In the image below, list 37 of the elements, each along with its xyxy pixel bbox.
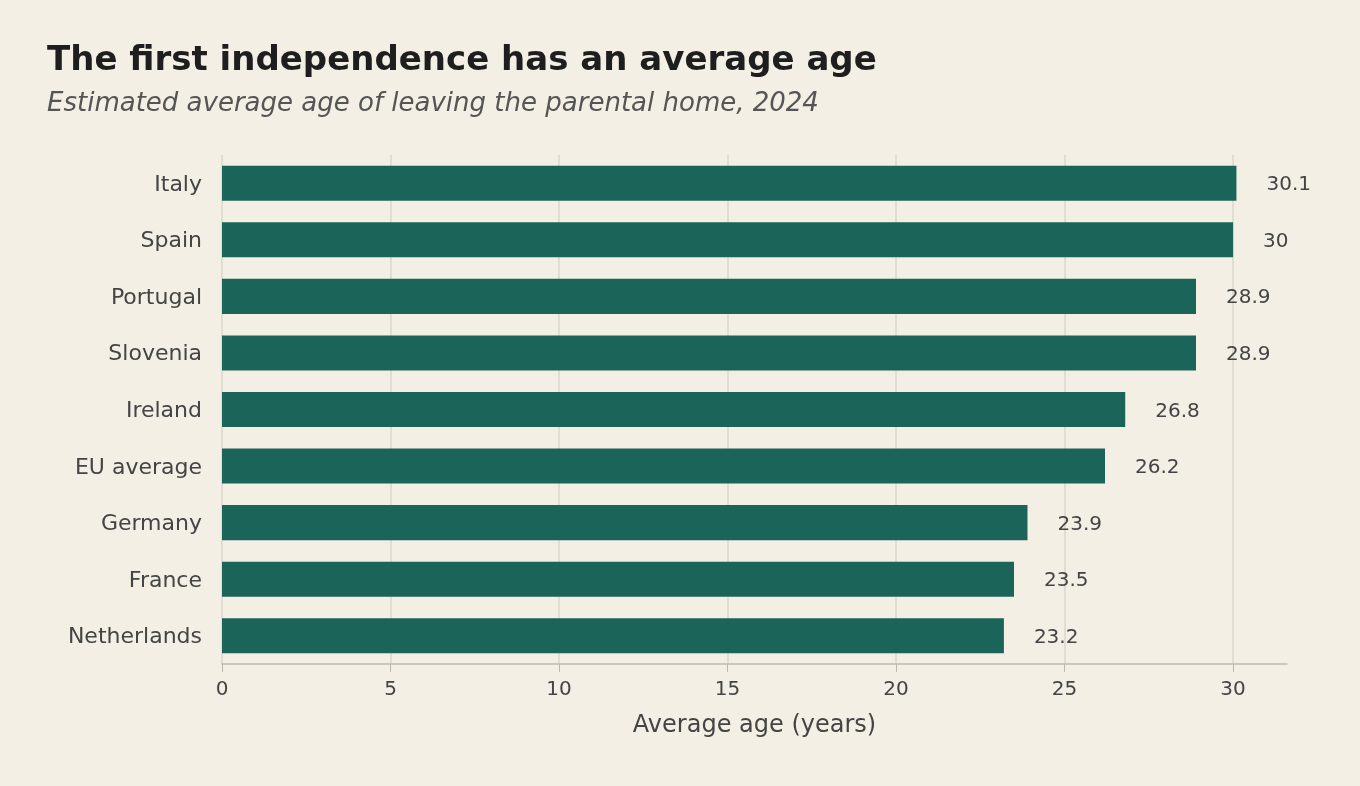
data-label: 30 <box>1263 227 1289 252</box>
data-label: 23.2 <box>1033 623 1079 648</box>
bar <box>222 505 1028 541</box>
y-tick-label: Netherlands <box>67 623 202 649</box>
bar <box>222 335 1196 371</box>
chart-title: The first independence has an average age <box>47 38 877 78</box>
chart-subtitle: Estimated average age of leaving the parental home, 2024 <box>47 87 819 117</box>
data-label: 26.2 <box>1135 454 1180 479</box>
x-axis-title: Average age (years) <box>632 710 877 738</box>
x-tick-label: 30 <box>1220 676 1246 700</box>
bar <box>222 448 1106 484</box>
bar <box>222 222 1234 258</box>
y-tick-label: EU average <box>74 453 202 479</box>
data-label: 28.9 <box>1226 284 1271 309</box>
y-tick-label: Slovenia <box>108 340 202 366</box>
bar <box>222 278 1196 314</box>
x-tick-label: 0 <box>215 676 229 700</box>
x-tick-label: 15 <box>714 676 741 700</box>
x-tick-label: 5 <box>384 676 397 700</box>
data-label: 26.8 <box>1155 397 1200 422</box>
data-label: 23.9 <box>1057 510 1103 535</box>
y-tick-label: Italy <box>154 170 202 196</box>
bar <box>222 618 1004 654</box>
y-tick-label: Spain <box>140 227 202 253</box>
bar <box>222 391 1126 428</box>
y-tick-label: France <box>128 566 202 592</box>
data-label: 30.1 <box>1266 171 1311 196</box>
data-label: 28.9 <box>1226 340 1271 365</box>
data-label: 23.5 <box>1044 567 1089 592</box>
x-tick-label: 20 <box>883 676 909 700</box>
x-tick-label: 25 <box>1051 676 1078 700</box>
y-tick-label: Portugal <box>110 283 202 309</box>
bar <box>222 561 1015 597</box>
y-tick-label: Ireland <box>125 397 202 422</box>
bar <box>222 165 1237 201</box>
y-tick-label: Germany <box>100 510 202 536</box>
x-tick-label: 10 <box>546 676 572 700</box>
